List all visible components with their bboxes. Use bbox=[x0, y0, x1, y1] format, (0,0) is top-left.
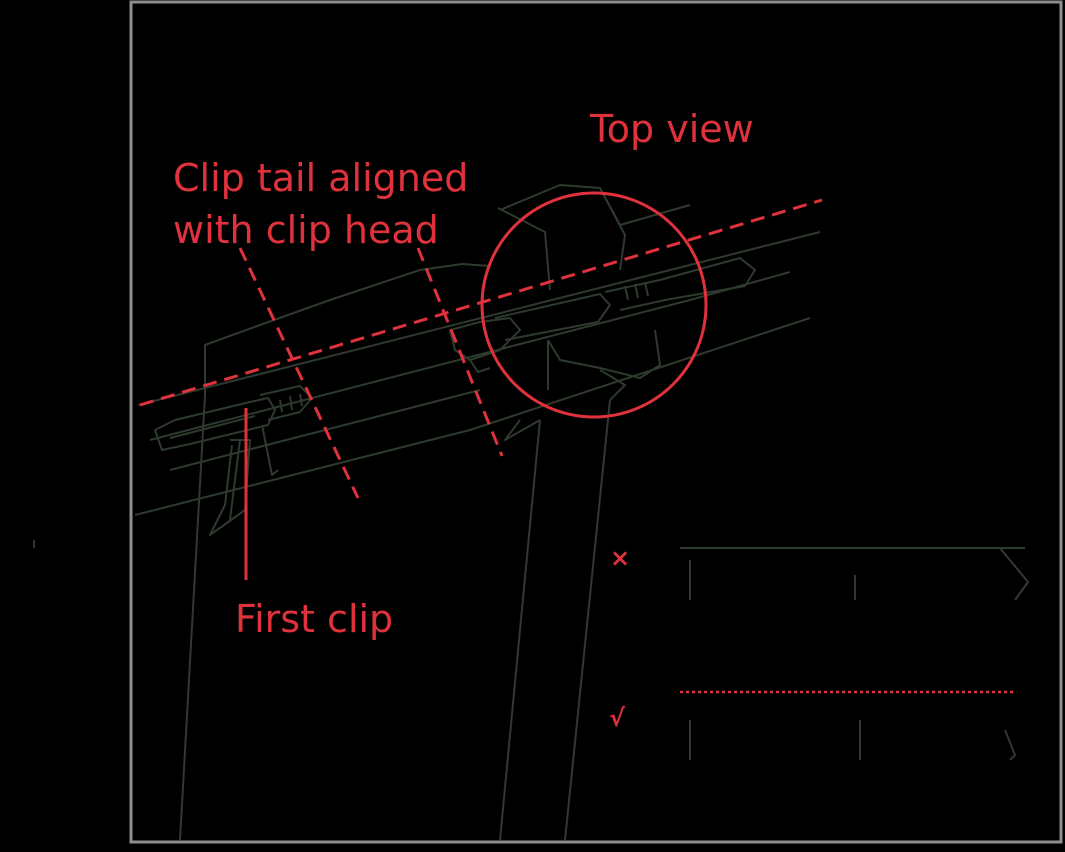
clip-tail-label-line1: Clip tail aligned bbox=[173, 156, 468, 200]
diagram-frame bbox=[129, 0, 1063, 844]
top-view-circle bbox=[480, 191, 708, 419]
rail-linework bbox=[134, 184, 1029, 841]
red-annotation-lines bbox=[139, 191, 1015, 694]
first-clip-dashed-line bbox=[238, 247, 360, 499]
top-view-label: Top view bbox=[589, 107, 754, 151]
wrong-mark: × bbox=[610, 544, 630, 572]
first-clip-label: First clip bbox=[235, 597, 393, 641]
clip-tail-label-line2: with clip head bbox=[173, 208, 439, 252]
right-mark: √ bbox=[609, 704, 626, 732]
second-clip-dashed-line bbox=[416, 247, 504, 457]
